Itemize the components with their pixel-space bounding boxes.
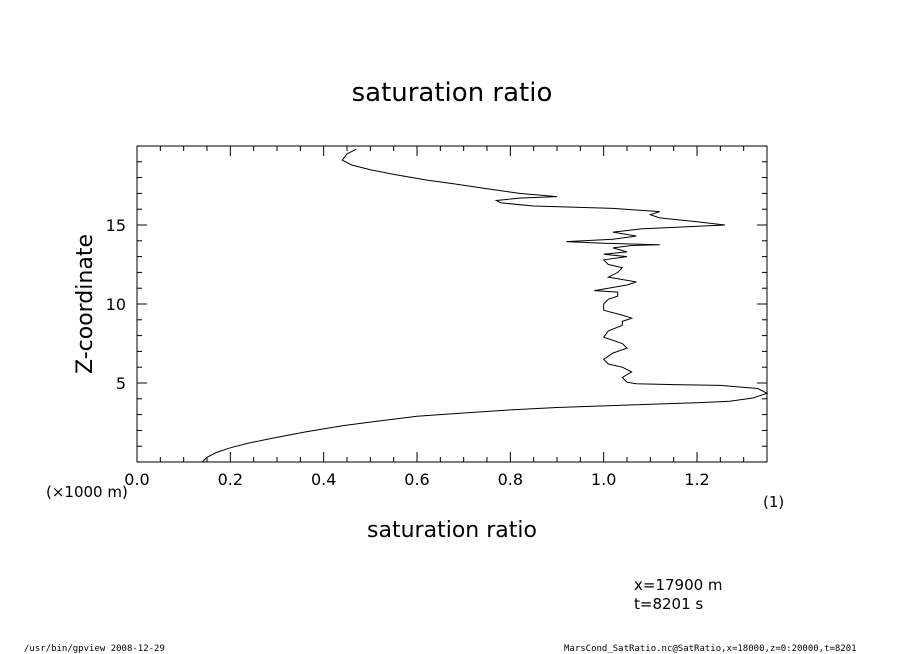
x-axis-label: saturation ratio — [367, 518, 537, 543]
x-tick-label: 0.6 — [404, 470, 429, 489]
y-tick-label: 5 — [116, 374, 126, 393]
y-tick-label: 10 — [106, 295, 126, 314]
y-tick-label: 15 — [106, 216, 126, 235]
x-tick-label: 1.2 — [684, 470, 709, 489]
chart-title: saturation ratio — [352, 78, 553, 108]
y-unit-label: (×1000 m) — [46, 483, 128, 501]
footer-left: /usr/bin/gpview 2008-12-29 — [24, 644, 165, 654]
annotation-time: t=8201 s — [634, 595, 703, 613]
x-tick-labels: 0.0 0.2 0.4 0.6 0.8 1.0 1.2 — [124, 470, 709, 489]
y-tick-labels: 5 10 15 — [106, 216, 126, 393]
annotation-x-position: x=17900 m — [634, 576, 723, 594]
x-tick-label: 0.0 — [124, 470, 149, 489]
series-line — [201, 148, 769, 463]
x-tick-label: 0.8 — [498, 470, 523, 489]
x-tick-label: 1.0 — [591, 470, 616, 489]
x-unit-label: (1) — [763, 493, 784, 511]
x-tick-label: 0.4 — [311, 470, 336, 489]
y-axis-label: Z-coordinate — [73, 234, 98, 374]
footer-right: MarsCond_SatRatio.nc@SatRatio,x=18000,z=… — [564, 644, 857, 654]
plot-frame — [136, 145, 768, 463]
axis-ticks — [136, 146, 768, 462]
x-tick-label: 0.2 — [218, 470, 243, 489]
